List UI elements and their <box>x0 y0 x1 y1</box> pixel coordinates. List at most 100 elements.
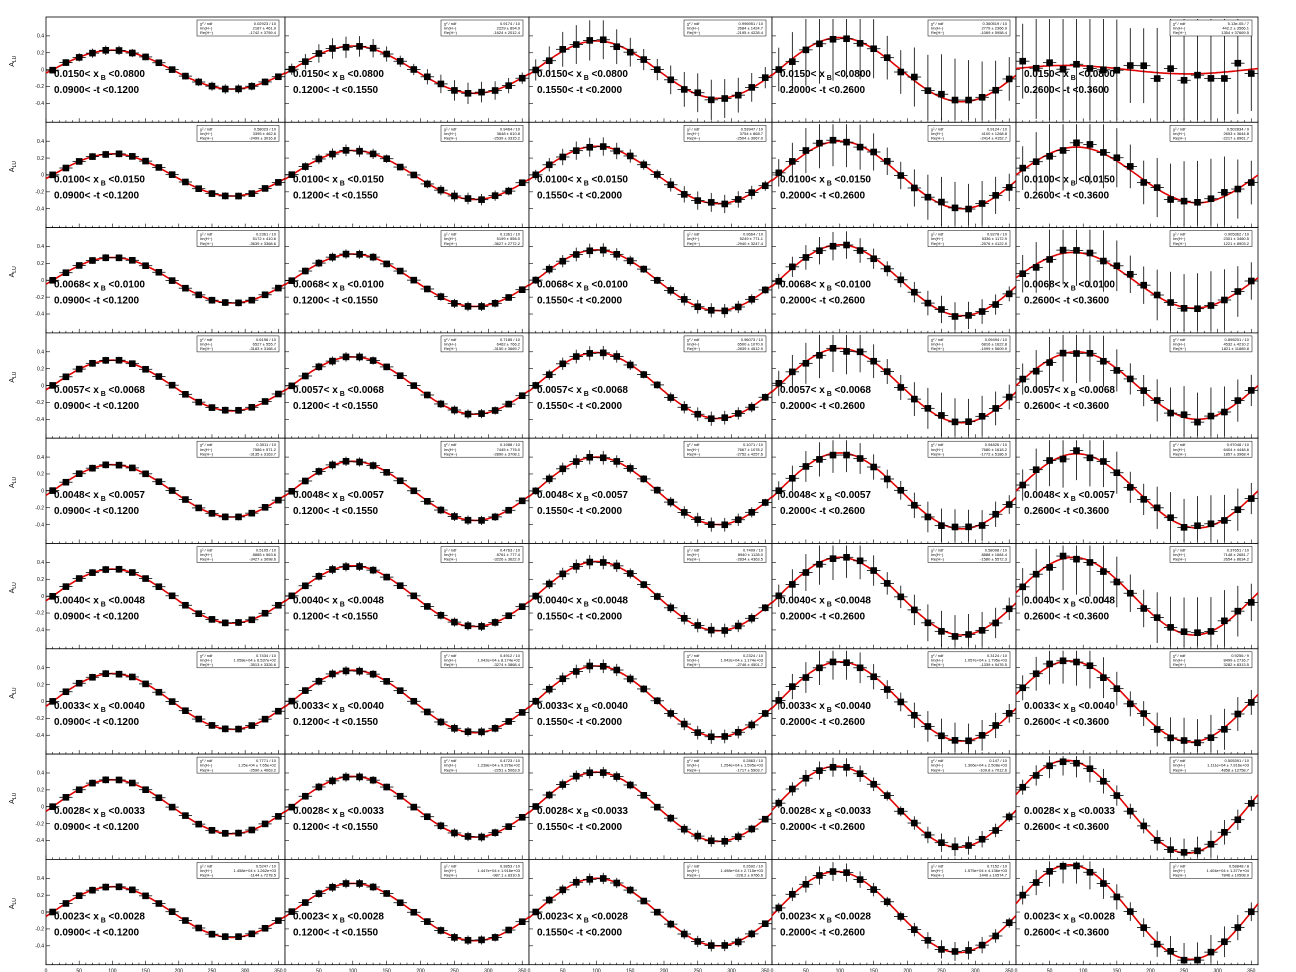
data-point <box>182 178 189 186</box>
stat-label: Im(H~) <box>687 447 700 452</box>
x-tick-label: 200 <box>175 969 184 972</box>
t-bin-label: 0.2600< -t <0.3600 <box>1024 85 1110 96</box>
y-tick-label: 0.2 <box>37 577 44 583</box>
data-point <box>275 813 282 820</box>
stat-value: 1.404e+04 ± 1.377e+04 <box>1207 868 1250 873</box>
data-point <box>572 878 580 886</box>
xb-bin-label: 0.0150< x B <0.0800 <box>537 69 628 82</box>
stats-box <box>1169 335 1253 353</box>
data-point <box>302 372 309 380</box>
stat-value: -3150 ± 3669.7 <box>493 346 521 351</box>
stat-label: Im(H~) <box>931 236 944 241</box>
data-point <box>938 628 945 635</box>
data-point <box>221 830 229 837</box>
t-bin-label: 0.1200< -t <0.1550 <box>293 85 379 96</box>
data-point <box>1140 605 1148 612</box>
xb-bin-label: 0.0057< x B <0.0068 <box>293 385 384 398</box>
data-point <box>816 139 823 147</box>
data-point <box>478 833 485 841</box>
data-point <box>640 371 648 378</box>
data-point <box>396 163 404 171</box>
data-point <box>870 463 877 471</box>
data-point <box>911 184 918 192</box>
data-point <box>235 829 242 837</box>
data-point <box>1086 868 1094 876</box>
subplot-r1-c1: χ² / ndf 0.9464 / 10 Im(H~) 3648 ± 610.8 Re(… <box>284 121 530 229</box>
x-tick-label: 0 <box>45 969 48 972</box>
data-point <box>369 566 377 574</box>
data-point <box>586 143 594 151</box>
stat-value: 0.895201 / 10 <box>1225 337 1250 342</box>
fit-curve <box>1015 452 1259 529</box>
data-point <box>1140 924 1148 931</box>
data-point <box>789 474 796 482</box>
data-point <box>667 814 675 822</box>
data-point <box>315 677 323 685</box>
stat-label: χ² / ndf <box>200 232 213 237</box>
y-tick-label: 0 <box>41 699 44 705</box>
fit-curve <box>771 244 1017 317</box>
fit-curve <box>528 877 773 947</box>
stat-value: 1.458e+04 ± 1.262e+03 <box>234 868 277 873</box>
data-point <box>1032 466 1040 473</box>
fit-curve <box>528 456 773 526</box>
y-tick-label: -0.4 <box>35 733 44 739</box>
data-point <box>653 803 661 811</box>
y-tick-label: -0.4 <box>35 206 44 212</box>
fit-curve <box>45 568 286 625</box>
data-point <box>356 353 363 361</box>
subplot-r4-c1: χ² / ndf 0.1988 / 10 Im(H~) 7445 ± 776.0 Re(… <box>284 437 530 544</box>
y-tick-label: -0.2 <box>35 505 44 511</box>
data-point <box>599 559 607 566</box>
data-point <box>1059 349 1067 357</box>
y-tick-label: -0.4 <box>35 628 44 634</box>
data-point <box>383 50 390 58</box>
data-point <box>1113 262 1121 270</box>
data-point <box>707 199 715 206</box>
data-point <box>424 498 431 505</box>
stat-value: 0.97048 / 10 <box>1227 442 1250 447</box>
data-point <box>62 794 70 801</box>
stat-label: Re(H~) <box>444 451 458 456</box>
data-point <box>1194 956 1201 964</box>
xb-bin-label: 0.0048< x B <0.0057 <box>293 490 384 503</box>
data-point <box>155 268 163 276</box>
data-point <box>248 509 256 517</box>
t-bin-label: 0.1550< -t <0.2000 <box>537 190 623 201</box>
data-point <box>694 938 702 945</box>
data-point <box>897 913 905 920</box>
stat-value: 1.254e+04 ± 1.595e+03 <box>721 763 764 768</box>
data-point <box>396 687 404 694</box>
data-point <box>1180 737 1188 744</box>
data-point <box>369 462 377 469</box>
stat-value: 1.447e+04 ± 1.916e+03 <box>478 868 521 873</box>
data-point <box>437 293 445 300</box>
data-point <box>288 803 296 811</box>
data-point <box>911 926 918 933</box>
stat-value: -2414 ± 4152.7 <box>980 136 1008 141</box>
data-point <box>1140 179 1148 186</box>
data-point <box>1153 940 1161 948</box>
stat-value: 0.9664 / 10 <box>743 232 764 237</box>
data-point <box>1234 816 1242 824</box>
xb-bin-label: 0.0023< x B <0.0028 <box>293 911 384 924</box>
data-point <box>1059 862 1067 870</box>
stats-box <box>1169 546 1253 563</box>
x-tick-label: 250 <box>450 969 459 972</box>
data-point <box>1194 198 1201 206</box>
data-point <box>1221 408 1228 416</box>
data-point <box>816 664 823 672</box>
data-point <box>640 56 648 63</box>
data-point <box>870 148 877 156</box>
xb-bin-label: 0.0048< x B <0.0057 <box>54 490 145 503</box>
data-point <box>208 296 216 304</box>
stat-label: Re(H~) <box>444 30 458 35</box>
stat-label: χ² / ndf <box>200 863 213 868</box>
stat-value: 5172 ± 410.6 <box>253 236 277 241</box>
x-tick-label: 250 <box>937 969 946 972</box>
data-point <box>951 96 959 104</box>
data-point <box>1059 246 1067 254</box>
data-point <box>62 688 70 696</box>
x-tick-label: 350 <box>1005 969 1014 972</box>
data-point <box>168 908 176 915</box>
